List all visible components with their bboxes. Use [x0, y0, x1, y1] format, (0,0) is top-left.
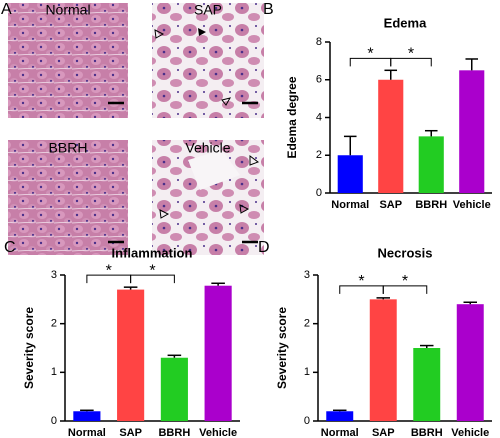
significance-label: *: [358, 273, 364, 290]
bar: [204, 285, 232, 421]
image-label: BBRH: [49, 140, 88, 156]
chart-title: Edema: [384, 15, 427, 30]
bar: [378, 79, 404, 193]
arrowhead: [239, 204, 250, 214]
arrowhead: [154, 29, 165, 39]
y-tick-label: 8: [316, 36, 322, 48]
histology-image: [8, 140, 128, 255]
chart-title: Inflammation: [112, 245, 193, 260]
x-tick-label: Normal: [68, 427, 106, 438]
bar: [326, 411, 354, 421]
chart-title: Necrosis: [378, 245, 433, 260]
y-axis-label: Severity score: [275, 307, 289, 389]
significance-label: *: [402, 273, 408, 290]
bar: [160, 357, 188, 421]
x-tick-label: SAP: [119, 427, 142, 438]
x-tick-label: Vehicle: [453, 199, 491, 211]
significance-bracket: [382, 285, 428, 294]
x-tick-label: BBRH: [158, 427, 190, 438]
arrowhead: [198, 28, 206, 36]
panel-letter: D: [258, 239, 270, 256]
significance-label: *: [408, 46, 414, 63]
histology-image: [8, 3, 128, 118]
bar: [73, 411, 101, 421]
bar: [413, 348, 441, 421]
x-tick-label: SAP: [372, 427, 395, 438]
y-tick-label: 4: [316, 111, 322, 123]
significance-bracket: [130, 274, 175, 284]
y-tick-label: 6: [316, 74, 322, 86]
y-tick-label: 1: [304, 366, 310, 378]
significance-bracket: [390, 57, 432, 67]
panel-letter: A: [1, 1, 12, 18]
significance-label: *: [149, 262, 155, 279]
y-tick-label: 0: [316, 187, 322, 199]
bar: [369, 299, 397, 421]
image-label: SAP: [194, 2, 222, 18]
bar: [337, 155, 363, 193]
y-tick-label: 3: [51, 269, 57, 281]
edema-space: [188, 150, 240, 190]
histology-image: [152, 3, 264, 118]
bar: [117, 289, 145, 421]
significance-label: *: [106, 262, 112, 279]
y-tick-label: 1: [51, 366, 57, 378]
x-tick-label: Normal: [321, 427, 359, 438]
y-axis-label: Severity score: [22, 307, 36, 389]
arrowhead: [159, 209, 170, 219]
image-label: Normal: [45, 2, 90, 18]
panel-letter: C: [4, 239, 16, 256]
bar: [418, 136, 444, 193]
arrowhead: [221, 97, 232, 106]
x-tick-label: BBRH: [411, 427, 443, 438]
y-tick-label: 2: [304, 318, 310, 330]
x-tick-label: SAP: [379, 199, 402, 211]
y-tick-label: 0: [304, 415, 310, 427]
bar: [456, 304, 484, 421]
y-tick-label: 0: [51, 415, 57, 427]
y-tick-label: 2: [51, 318, 57, 330]
arrowhead: [249, 155, 260, 166]
x-tick-label: Vehicle: [451, 427, 489, 438]
significance-label: *: [367, 46, 373, 63]
x-tick-label: Vehicle: [199, 427, 237, 438]
y-tick-label: 3: [304, 269, 310, 281]
x-tick-label: Normal: [331, 199, 369, 211]
y-tick-label: 2: [316, 149, 322, 161]
image-label: Vehicle: [185, 140, 230, 156]
panel-letter: B: [263, 1, 274, 18]
y-axis-label: Edema degree: [285, 76, 299, 158]
bar: [459, 70, 485, 193]
x-tick-label: BBRH: [415, 199, 447, 211]
histology-panel: Normal SAP BBRH Vehicle: [8, 2, 264, 255]
